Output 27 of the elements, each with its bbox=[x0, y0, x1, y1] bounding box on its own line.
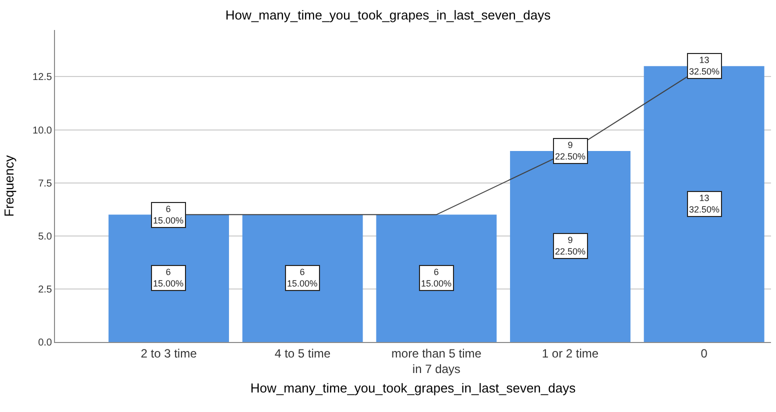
x-tick-label: 4 to 5 time bbox=[274, 346, 331, 360]
bar bbox=[242, 214, 363, 342]
data-label: 6 15.00% bbox=[287, 267, 318, 289]
x-tick-label: 1 or 2 time bbox=[542, 346, 599, 360]
data-label: 9 22.50% bbox=[555, 235, 586, 257]
data-label: 9 22.50% bbox=[555, 140, 586, 162]
data-label: 6 15.00% bbox=[421, 267, 452, 289]
y-tick-label: 2.5 bbox=[38, 284, 52, 296]
y-tick-label: 10.0 bbox=[32, 125, 52, 136]
x-tick-label: 0 bbox=[700, 346, 708, 360]
chart-title: How_many_time_you_took_grapes_in_last_seven_days bbox=[225, 7, 552, 22]
x-tick-label: 2 to 3 time bbox=[140, 346, 198, 360]
y-tick-label: 5.0 bbox=[38, 231, 52, 242]
y-tick-label: 12.5 bbox=[32, 72, 52, 84]
data-label: 13 32.50% bbox=[689, 193, 720, 215]
data-label: 6 15.00% bbox=[153, 204, 184, 226]
x-axis-title: How_many_time_you_took_grapes_in_last_seven_days bbox=[250, 380, 576, 396]
x-tick-label: more than 5 time in 7 days bbox=[391, 346, 482, 376]
data-label: 13 32.50% bbox=[689, 55, 720, 77]
bar bbox=[510, 150, 630, 342]
data-label: 6 15.00% bbox=[153, 267, 184, 289]
bar bbox=[376, 214, 497, 342]
y-tick-label: 7.5 bbox=[38, 178, 52, 190]
y-axis-title: Frequency bbox=[1, 154, 16, 217]
bar bbox=[108, 214, 229, 342]
y-tick-label: 0.0 bbox=[38, 338, 52, 348]
bar bbox=[644, 66, 764, 342]
